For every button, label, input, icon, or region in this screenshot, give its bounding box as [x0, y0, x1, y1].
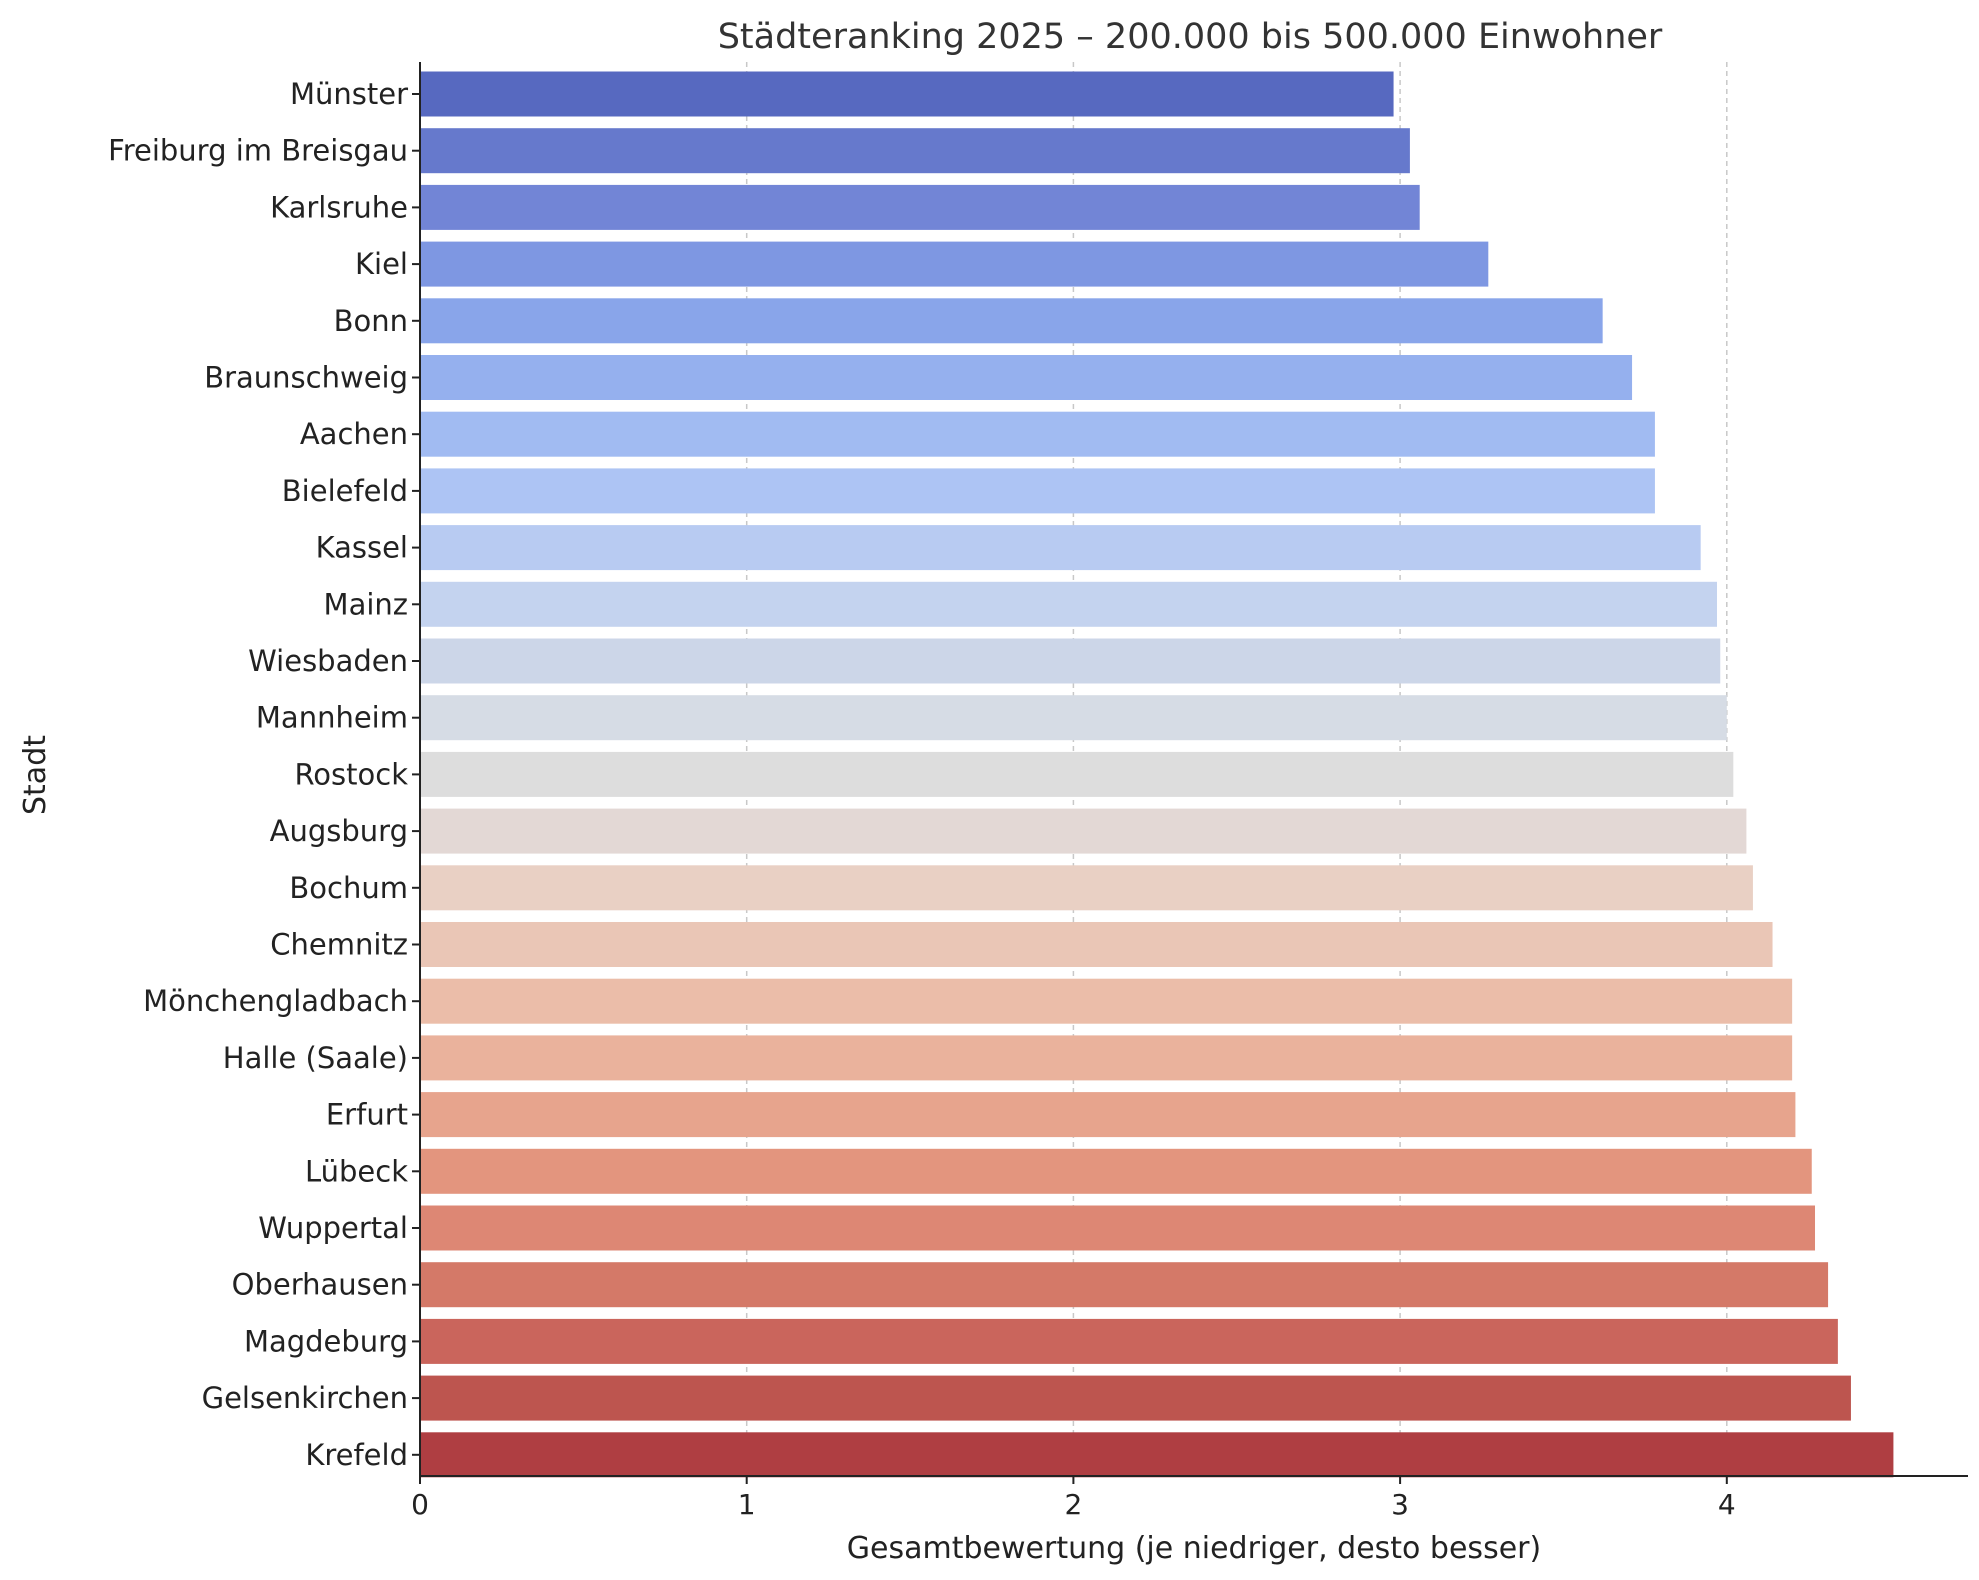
y-tick-label-22: Magdeburg	[244, 1324, 408, 1358]
y-tick-label-15: Chemnitz	[270, 928, 408, 962]
x-tick-label-3: 3	[1391, 1488, 1409, 1521]
bar-15	[420, 922, 1773, 967]
chart-title: Städteranking 2025 – 200.000 bis 500.000…	[718, 17, 1663, 57]
y-tick-label-0: Münster	[290, 77, 408, 111]
x-ticks: 0 1 2 3 4	[411, 1476, 1736, 1521]
bar-10	[420, 638, 1721, 684]
x-tick-label-4: 4	[1718, 1488, 1736, 1521]
y-tick-label-3: Kiel	[355, 247, 408, 281]
y-tick-label-16: Mönchengladbach	[143, 984, 408, 1018]
y-tick-label-7: Bielefeld	[282, 474, 408, 508]
bar-14	[420, 865, 1753, 911]
bar-6	[420, 411, 1655, 457]
y-tick-label-1: Freiburg im Breisgau	[108, 134, 408, 168]
bar-24	[420, 1432, 1894, 1478]
bar-2	[420, 184, 1420, 230]
bar-0	[420, 71, 1394, 117]
y-tick-label-9: Mainz	[324, 587, 408, 621]
y-tick-label-24: Krefeld	[305, 1438, 408, 1472]
bar-12	[420, 751, 1734, 797]
y-tick-label-2: Karlsruhe	[270, 190, 408, 224]
y-tick-label-23: Gelsenkirchen	[202, 1381, 408, 1415]
x-tick-label-2: 2	[1064, 1488, 1082, 1521]
x-tick-label-0: 0	[411, 1488, 429, 1521]
y-tick-label-18: Erfurt	[326, 1098, 408, 1132]
bar-18	[420, 1092, 1796, 1138]
y-tick-label-10: Wiesbaden	[248, 644, 408, 678]
y-axis-title: Stadt	[18, 735, 53, 815]
bar-5	[420, 355, 1633, 400]
bar-13	[420, 808, 1747, 854]
x-axis-title: Gesamtbewertung (je niedriger, desto bes…	[847, 1531, 1541, 1566]
y-tick-label-11: Mannheim	[256, 701, 408, 735]
bar-9	[420, 581, 1717, 627]
bar-19	[420, 1148, 1812, 1194]
y-tick-label-17: Halle (Saale)	[223, 1041, 408, 1075]
bar-1	[420, 128, 1410, 174]
bars	[420, 71, 1894, 1478]
bar-21	[420, 1262, 1829, 1308]
bar-17	[420, 1035, 1793, 1081]
y-tick-label-12: Rostock	[294, 757, 408, 791]
y-tick-label-6: Aachen	[300, 417, 408, 451]
y-tick-label-14: Bochum	[289, 871, 408, 905]
bar-22	[420, 1318, 1838, 1364]
bar-20	[420, 1205, 1816, 1251]
y-tick-label-13: Augsburg	[270, 814, 408, 848]
bar-11	[420, 695, 1727, 741]
y-tick-label-5: Braunschweig	[204, 361, 408, 395]
y-tick-label-8: Kassel	[316, 531, 408, 565]
y-tick-label-20: Wuppertal	[258, 1211, 408, 1245]
bar-7	[420, 468, 1655, 514]
bar-23	[420, 1375, 1851, 1421]
bar-4	[420, 298, 1603, 344]
y-tick-labels: Münster Freiburg im Breisgau Karlsruhe Kiel…	[108, 77, 420, 1472]
bar-3	[420, 241, 1489, 287]
x-tick-label-1: 1	[738, 1488, 756, 1521]
bar-8	[420, 525, 1701, 571]
y-tick-label-21: Oberhausen	[232, 1268, 408, 1302]
y-tick-label-4: Bonn	[334, 304, 408, 338]
bar-16	[420, 978, 1793, 1024]
y-tick-label-19: Lübeck	[305, 1154, 408, 1188]
